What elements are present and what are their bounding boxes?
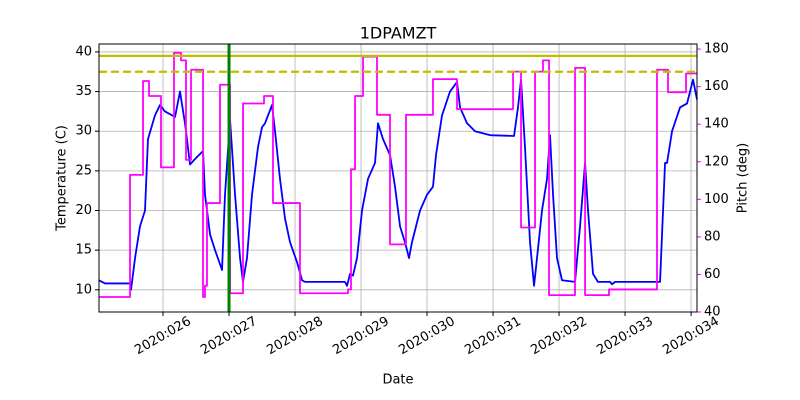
y2-tick-label: 60 — [704, 267, 721, 282]
y-tick-label: 25 — [75, 163, 92, 178]
y-tick-label: 30 — [75, 124, 92, 139]
chart-title: 1DPAMZT — [360, 24, 437, 43]
x-axis-label: Date — [382, 373, 413, 388]
y2-tick-label: 80 — [704, 229, 721, 244]
y-axis-label: Temperature (C) — [55, 125, 70, 232]
y2-tick-label: 100 — [704, 192, 729, 207]
y2-tick-label: 180 — [704, 42, 729, 57]
plot-frame — [98, 43, 698, 313]
y-tick-label: 20 — [75, 203, 92, 218]
y-tick-label: 40 — [75, 44, 92, 59]
y2-tick-label: 160 — [704, 79, 729, 94]
y2-tick-label: 40 — [704, 305, 721, 320]
y2-tick-label: 120 — [704, 154, 729, 169]
y2-axis-label: Pitch (deg) — [736, 143, 751, 213]
y-tick-label: 35 — [75, 84, 92, 99]
series-line — [99, 51, 697, 298]
y-tick-label: 15 — [75, 243, 92, 258]
y-tick-label: 10 — [75, 282, 92, 297]
y2-tick-label: 140 — [704, 117, 729, 132]
